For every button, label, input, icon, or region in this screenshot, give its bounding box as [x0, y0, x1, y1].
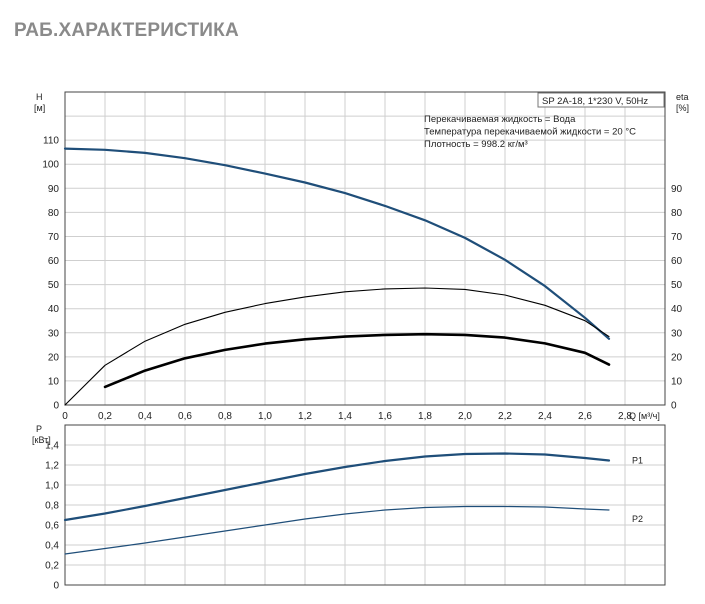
y-right-tick-label: 80	[671, 208, 683, 219]
y-left-tick-label: 0	[53, 401, 59, 412]
p-tick-label: 0,4	[45, 541, 59, 552]
page-title: РАБ.ХАРАКТЕРИСТИКА	[14, 20, 239, 41]
x-tick-label: 2,4	[538, 411, 552, 422]
efficiency-curve-thick	[103, 332, 611, 389]
head-curve	[63, 147, 611, 340]
series-label-p1: P1	[632, 456, 643, 466]
info-line: Температура перекачиваемой жидкости = 20…	[424, 127, 636, 138]
series-label-p2: P2	[632, 514, 643, 524]
x-tick-label: 0,4	[138, 411, 152, 422]
x-tick-label: 2,0	[458, 411, 472, 422]
model-box	[537, 92, 665, 108]
p-axis-label: P	[36, 424, 42, 434]
info-line: Перекачиваемая жидкость = Вода	[424, 114, 576, 125]
y-right-tick-label: 40	[671, 304, 683, 315]
y-right-tick-label: 30	[671, 328, 683, 339]
lower-plot-frame	[64, 424, 666, 586]
y-right-tick-label: 0	[671, 401, 677, 412]
x-tick-label: 2,6	[578, 411, 592, 422]
y-left-tick-label: 110	[43, 136, 59, 147]
y-right-tick-label: 60	[671, 256, 683, 267]
y-left-tick-label: 100	[42, 160, 59, 171]
y-left-tick-label: 20	[48, 352, 60, 363]
y-left-tick-label: 70	[48, 232, 60, 243]
y-right-tick-label: 20	[671, 352, 683, 363]
x-tick-label: 0,2	[98, 411, 112, 422]
efficiency-curve-thin	[64, 287, 610, 406]
x-tick-label: 1,4	[338, 411, 352, 422]
x-tick-label: 1,2	[298, 411, 312, 422]
model-label: SP 2A-18, 1*230 V, 50Hz	[542, 96, 648, 107]
x-axis-label: Q [м³/ч]	[629, 411, 660, 421]
power-curve-p1	[63, 452, 611, 522]
x-tick-label: 2,2	[498, 411, 512, 422]
y-right-axis-unit: [%]	[676, 103, 689, 113]
y-right-tick-label: 10	[671, 376, 683, 387]
x-tick-label: 1,8	[418, 411, 432, 422]
y-left-tick-label: 10	[48, 376, 60, 387]
series-layer	[63, 147, 611, 555]
p-tick-label: 1,4	[45, 441, 59, 452]
y-right-tick-label: 90	[671, 184, 683, 195]
y-left-tick-label: 60	[48, 256, 60, 267]
y-left-tick-label: 30	[48, 328, 60, 339]
x-tick-label: 1,0	[258, 411, 272, 422]
axis-layer	[64, 91, 666, 586]
p-tick-label: 0	[53, 581, 59, 592]
upper-plot-frame	[64, 91, 666, 406]
y-right-tick-label: 50	[671, 280, 683, 291]
p-tick-label: 0,8	[45, 501, 59, 512]
y-left-tick-label: 40	[48, 304, 60, 315]
p-tick-label: 1,0	[45, 481, 59, 492]
p-axis-unit: [кВт]	[32, 435, 51, 445]
info-line: Плотность = 998.2 кг/м³	[424, 139, 528, 150]
p-tick-label: 0,2	[45, 561, 59, 572]
y-left-axis-unit: [м]	[34, 103, 45, 113]
label-layer: 0 0,2 0,4 0,6 0,8 1,0 1,2 1,4 1,6 1,8 2,0 2,2 2,4 2,6…	[32, 92, 689, 592]
x-tick-label: 0,6	[178, 411, 192, 422]
y-right-axis-label: eta	[676, 92, 689, 102]
y-left-axis-label: H	[36, 92, 43, 102]
y-left-tick-label: 80	[48, 208, 60, 219]
x-tick-label: 0	[62, 411, 68, 422]
y-left-tick-label: 50	[48, 280, 60, 291]
p-tick-label: 0,6	[45, 521, 59, 532]
y-right-tick-label: 70	[671, 232, 683, 243]
power-curve-p2	[64, 505, 610, 555]
x-tick-label: 1,6	[378, 411, 392, 422]
p-tick-label: 1,2	[45, 461, 59, 472]
grid-layer	[64, 91, 666, 586]
x-tick-label: 0,8	[218, 411, 232, 422]
y-left-tick-label: 90	[48, 184, 60, 195]
x-tick-label: 2,8	[618, 411, 632, 422]
